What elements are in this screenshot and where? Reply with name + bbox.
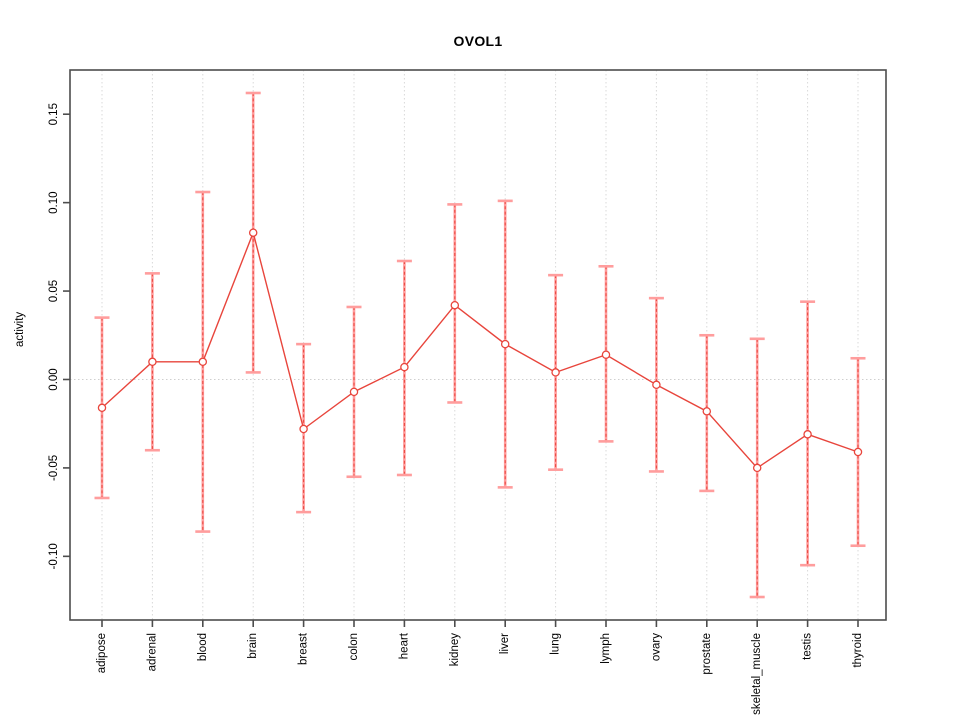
data-point-lung <box>551 368 560 377</box>
data-point-prostate <box>702 407 712 416</box>
data-point-blood <box>198 357 208 367</box>
y-tick-label-0.05: 0.05 <box>48 280 60 302</box>
x-category-label-blood: blood <box>197 633 209 661</box>
x-category-label-liver: liver <box>499 633 511 654</box>
x-category-label-adrenal: adrenal <box>146 633 158 671</box>
x-category-label-lung: lung <box>550 633 562 655</box>
x-category-label-brain: brain <box>247 633 259 659</box>
y-tick-label--0.05: -0.05 <box>48 455 60 481</box>
data-point-ovary <box>652 380 661 390</box>
y-tick-label-0.10: 0.10 <box>48 191 60 213</box>
y-tick-label-0.00: 0.00 <box>48 368 60 390</box>
data-point-testis <box>803 430 812 439</box>
data-point-kidney <box>450 300 460 310</box>
y-tick-label-0.15: 0.15 <box>48 103 60 125</box>
data-point-colon <box>349 387 359 397</box>
data-point-adrenal <box>148 357 157 367</box>
data-point-liver <box>500 339 510 349</box>
x-category-label-kidney: kidney <box>449 633 461 666</box>
x-category-label-prostate: prostate <box>701 633 713 675</box>
x-category-label-thyroid: thyroid <box>852 633 864 668</box>
data-point-breast <box>299 424 308 434</box>
x-category-label-colon: colon <box>348 633 360 661</box>
x-category-label-heart: heart <box>398 632 410 659</box>
data-point-thyroid <box>853 447 863 457</box>
data-point-heart <box>400 362 409 372</box>
y-axis-title-label: activity <box>14 311 26 347</box>
data-point-brain <box>248 228 258 237</box>
x-category-label-skeletal_muscle: skeletal_muscle <box>751 633 763 715</box>
data-point-lymph <box>601 350 611 359</box>
x-category-label-ovary: ovary <box>650 633 662 661</box>
x-category-label-breast: breast <box>298 632 310 665</box>
data-point-skeletal_muscle <box>752 463 762 473</box>
x-category-label-lymph: lymph <box>600 633 612 664</box>
series-line-activity <box>101 230 859 469</box>
plot-frame <box>69 69 887 621</box>
x-category-label-testis: testis <box>802 633 814 660</box>
data-point-adipose <box>97 403 107 413</box>
y-tick-label--0.10: -0.10 <box>48 543 60 569</box>
chart-title: OVOL1 <box>453 33 503 49</box>
x-category-label-adipose: adipose <box>96 633 108 673</box>
